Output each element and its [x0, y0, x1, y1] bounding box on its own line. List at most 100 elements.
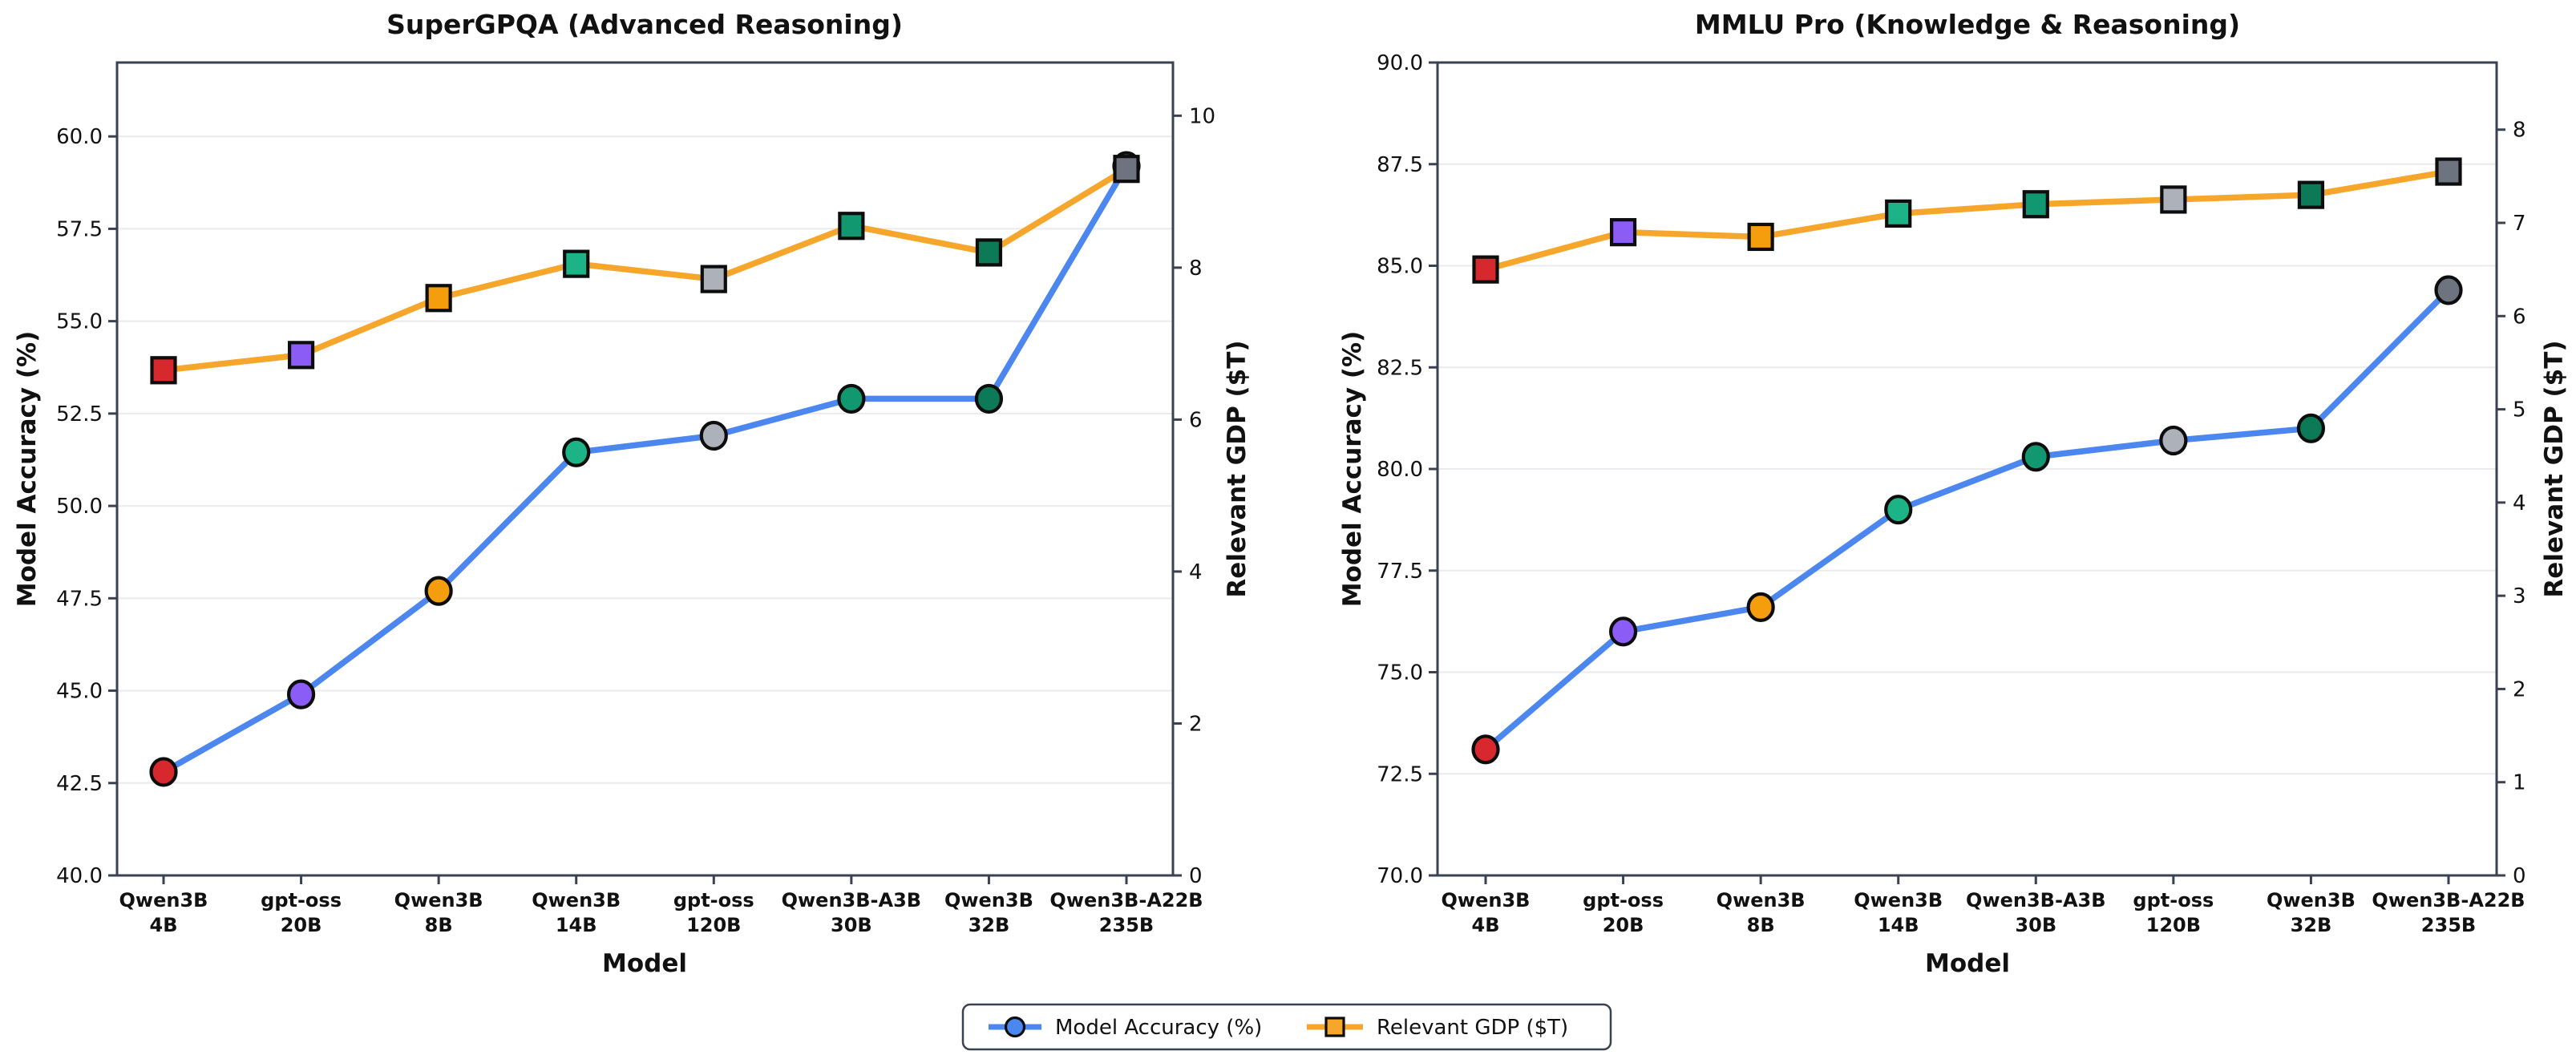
gdp-marker-square: [1113, 155, 1140, 184]
legend-gdp-label: Relevant GDP ($T): [1377, 1016, 1568, 1040]
left-ytick-label: 85.0: [1377, 255, 1423, 279]
xtick-label-model-name: Qwen3B: [394, 889, 483, 911]
right-ytick-label: 10: [1189, 104, 1215, 128]
legend-accuracy-circle-icon: [1004, 1016, 1026, 1038]
y-axis-label-left: Model Accuracy (%): [1338, 331, 1367, 608]
accuracy-marker-circle: [2159, 425, 2188, 456]
x-axis-label: Model: [1925, 949, 2010, 978]
right-ytick-label: 2: [2513, 677, 2526, 701]
xtick-label-model-name: Qwen3B: [1854, 889, 1943, 911]
right-ytick-label: 6: [2513, 305, 2526, 329]
right-ytick-label: 7: [2513, 212, 2526, 236]
accuracy-marker-circle: [1884, 495, 1913, 525]
accuracy-marker-circle: [2434, 275, 2463, 305]
xtick-label-model-name: Qwen3B: [532, 889, 621, 911]
accuracy-marker-circle: [699, 420, 728, 451]
left-ytick-label: 47.5: [56, 587, 103, 611]
xtick-label-model-name: Qwen3B: [944, 889, 1033, 911]
left-ytick-label: 77.5: [1377, 560, 1423, 584]
right-ytick-label: 2: [1189, 712, 1203, 736]
xtick-label-model-size: 32B: [969, 914, 1010, 936]
y-axis-label-right: Relevant GDP ($T): [2540, 340, 2569, 597]
xtick-label-model-name: Qwen3B-A3B: [782, 889, 921, 911]
xtick-label-model-name: gpt-oss: [2133, 889, 2214, 911]
accuracy-marker-circle: [2021, 442, 2050, 472]
xtick-label-model-size: 4B: [150, 914, 178, 936]
xtick-label-model-name: Qwen3B-A22B: [2372, 889, 2525, 911]
gdp-marker-square: [287, 341, 315, 370]
gdp-marker-square: [2022, 190, 2049, 219]
left-ytick-label: 82.5: [1377, 356, 1423, 380]
left-ytick-label: 52.5: [56, 402, 103, 426]
xtick-label-model-name: gpt-oss: [1583, 889, 1664, 911]
xtick-label-model-size: 32B: [2291, 914, 2332, 936]
legend-gdp-square-icon: [1324, 1017, 1345, 1037]
accuracy-marker-circle: [424, 576, 453, 606]
xtick-label-model-size: 30B: [831, 914, 872, 936]
xtick-label-model-name: Qwen3B: [2267, 889, 2356, 911]
xtick-label-model-size: 8B: [425, 914, 453, 936]
xtick-label-model-size: 8B: [1747, 914, 1775, 936]
left-ytick-label: 50.0: [56, 495, 103, 519]
gdp-marker-square: [700, 265, 727, 293]
accuracy-marker-circle: [1608, 616, 1638, 647]
accuracy-line: [1482, 287, 2452, 753]
gdp-marker-square: [838, 212, 865, 240]
gdp-marker-square: [425, 284, 452, 313]
left-ytick-label: 55.0: [56, 310, 103, 334]
chart-supergpqa: 40.0 42.5 45.0 47.5 50.0 52.5 55.0 57.5 60.0 0 2 4 6…: [13, 9, 1252, 978]
y-axis-label-left: Model Accuracy (%): [13, 331, 42, 608]
chart-title: SuperGPQA (Advanced Reasoning): [386, 9, 903, 40]
right-ytick-label: 8: [2513, 119, 2526, 143]
accuracy-marker-circle: [1471, 734, 1500, 765]
gdp-marker-square: [1885, 199, 1912, 228]
left-ytick-label: 40.0: [56, 864, 103, 888]
accuracy-marker-circle: [149, 757, 178, 787]
chart-title: MMLU Pro (Knowledge & Reasoning): [1695, 9, 2240, 40]
gdp-marker-square: [2160, 185, 2187, 214]
xtick-label-model-name: Qwen3B: [119, 889, 208, 911]
legend: Model Accuracy (%) Relevant GDP ($T): [961, 1003, 1612, 1051]
right-ytick-label: 8: [1189, 257, 1203, 281]
accuracy-marker-circle: [974, 383, 1004, 414]
right-ytick-label: 5: [2513, 398, 2526, 422]
right-ytick-label: 0: [2513, 864, 2526, 888]
xtick-label-model-size: 4B: [1472, 914, 1500, 936]
accuracy-marker-circle: [837, 383, 866, 414]
left-ytick-label: 42.5: [56, 772, 103, 796]
accuracy-line: [160, 163, 1130, 775]
xtick-label-model-size: 120B: [686, 914, 741, 936]
right-ytick-label: 4: [2513, 491, 2526, 515]
gdp-line: [160, 165, 1130, 374]
gdp-marker-square: [563, 249, 590, 278]
left-ytick-label: 75.0: [1377, 661, 1423, 685]
gdp-marker-square: [1609, 218, 1637, 247]
accuracy-marker-circle: [562, 437, 591, 467]
xtick-label-model-size: 120B: [2146, 914, 2201, 936]
legend-accuracy-label: Model Accuracy (%): [1055, 1016, 1262, 1040]
left-ytick-label: 80.0: [1377, 458, 1423, 482]
left-ytick-label: 87.5: [1377, 153, 1423, 177]
left-ytick-label: 57.5: [56, 217, 103, 241]
x-axis-label: Model: [602, 949, 687, 978]
axes-box: [115, 61, 1175, 877]
xtick-label-model-size: 20B: [1603, 914, 1644, 936]
chart-mmlu-pro: 70.072.575.077.580.082.585.087.590.00123…: [1338, 9, 2569, 978]
gdp-marker-square: [2435, 157, 2462, 186]
accuracy-marker-circle: [1746, 592, 1775, 622]
accuracy-marker-circle: [2296, 413, 2326, 443]
left-ytick-label: 90.0: [1377, 51, 1423, 75]
right-ytick-label: 0: [1189, 864, 1203, 888]
right-ytick-label: 3: [2513, 584, 2526, 608]
xtick-label-model-name: gpt-oss: [673, 889, 754, 911]
xtick-label-model-name: Qwen3B: [1717, 889, 1806, 911]
xtick-label-model-size: 30B: [2015, 914, 2056, 936]
left-ytick-label: 70.0: [1377, 864, 1423, 888]
left-ytick-label: 60.0: [56, 125, 103, 149]
xtick-label-model-name: Qwen3B-A3B: [1966, 889, 2105, 911]
xtick-label-model-name: gpt-oss: [261, 889, 342, 911]
xtick-label-model-size: 14B: [556, 914, 597, 936]
xtick-label-model-size: 235B: [2421, 914, 2476, 936]
gdp-marker-square: [2297, 180, 2325, 209]
